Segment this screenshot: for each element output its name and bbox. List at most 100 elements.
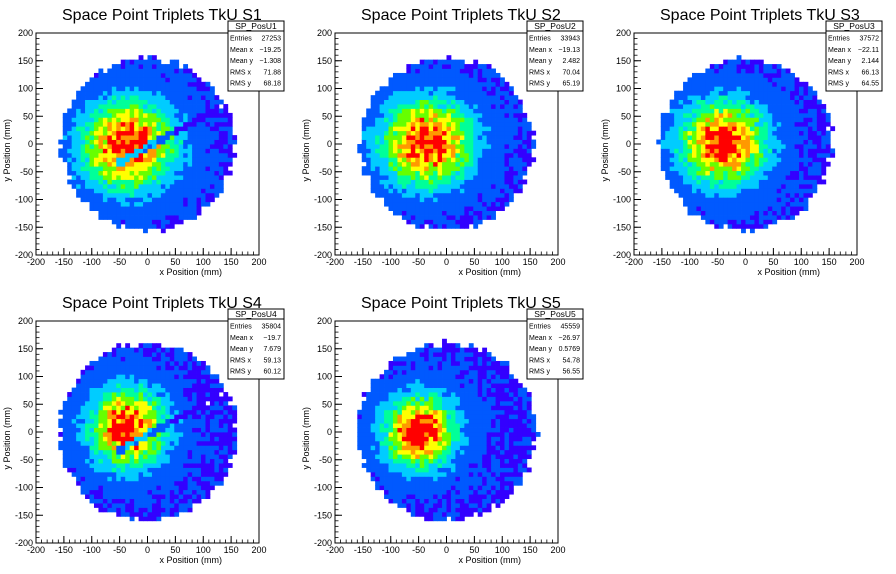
heatmap-cell <box>459 206 465 211</box>
heatmap-cell <box>209 396 215 402</box>
heatmap-cell <box>160 396 166 402</box>
heatmap-cell <box>125 436 131 442</box>
heatmap-cell <box>767 219 773 225</box>
heatmap-cell <box>718 219 724 225</box>
heatmap-cell <box>758 68 764 74</box>
heatmap-cell <box>410 95 416 100</box>
heatmap-cell <box>718 179 724 185</box>
heatmap-cell <box>700 179 706 185</box>
heatmap-cell <box>201 166 206 172</box>
heatmap-cell <box>125 170 131 176</box>
heatmap-cell <box>205 144 211 149</box>
heatmap-cell <box>799 197 804 203</box>
heatmap-cell <box>749 104 755 109</box>
heatmap-cell <box>736 99 742 105</box>
heatmap-cell <box>495 108 501 114</box>
heatmap-cell <box>517 139 523 145</box>
heatmap-cell <box>361 436 367 442</box>
heatmap-cell <box>98 170 104 176</box>
heatmap-cell <box>62 157 68 163</box>
heatmap-cell <box>723 108 729 114</box>
heatmap-cell <box>80 467 86 473</box>
heatmap-cell <box>799 130 804 136</box>
heatmap-cell <box>80 374 86 380</box>
heatmap-cell <box>187 480 193 486</box>
heatmap-cell <box>102 449 108 455</box>
heatmap-cell <box>754 90 760 96</box>
heatmap-cell <box>816 126 822 132</box>
heatmap-cell <box>209 409 215 415</box>
heatmap-cell <box>486 68 492 74</box>
heatmap-cell <box>205 383 211 388</box>
heatmap-cell <box>138 223 144 229</box>
heatmap-cell <box>214 463 220 468</box>
heatmap-cell <box>120 135 126 140</box>
heatmap-cell <box>143 476 148 482</box>
heatmap-cell <box>143 409 148 415</box>
heatmap-cell <box>138 476 144 482</box>
heatmap-cell <box>767 90 773 96</box>
heatmap-cell <box>85 471 90 477</box>
heatmap-cell <box>116 121 122 127</box>
heatmap-cell <box>102 356 108 362</box>
heatmap-cell <box>174 458 180 464</box>
heatmap-cell <box>151 112 157 118</box>
heatmap-cell <box>102 188 108 194</box>
heatmap-cell <box>392 192 398 198</box>
heatmap-cell <box>71 392 77 397</box>
heatmap-cell <box>156 360 162 366</box>
heatmap-cell <box>156 108 162 114</box>
heatmap-cell <box>763 183 769 189</box>
heatmap-cell <box>357 148 363 154</box>
heatmap-cell <box>406 210 412 216</box>
heatmap-cell <box>138 489 144 495</box>
heatmap-cell <box>491 68 496 74</box>
heatmap-cell <box>183 152 189 158</box>
heatmap-cell <box>446 179 452 185</box>
heatmap-cell <box>366 454 372 460</box>
heatmap-cell <box>169 400 175 406</box>
heatmap-cell <box>683 179 688 185</box>
heatmap-cell <box>192 188 197 194</box>
heatmap-cell <box>156 414 162 420</box>
heatmap-cell <box>80 95 86 100</box>
heatmap-cell <box>192 432 197 437</box>
heatmap-cell <box>459 183 465 189</box>
heatmap-cell <box>495 183 501 189</box>
heatmap-cell <box>482 183 488 189</box>
heatmap-cell <box>218 440 224 446</box>
heatmap-cell <box>825 117 831 123</box>
heatmap-cell <box>143 99 148 105</box>
heatmap-cell <box>406 72 412 78</box>
heatmap-cell <box>107 454 113 460</box>
heatmap-cell <box>178 480 184 486</box>
heatmap-cell <box>156 480 162 486</box>
heatmap-cell <box>125 369 131 375</box>
heatmap-cell <box>714 81 720 87</box>
heatmap-cell <box>468 192 474 198</box>
heatmap-cell <box>93 179 99 185</box>
heatmap-cell <box>749 135 755 140</box>
heatmap-cell <box>227 144 233 149</box>
heatmap-cell <box>370 161 376 167</box>
heatmap-cell <box>401 183 407 189</box>
heatmap-cell <box>442 86 447 92</box>
heatmap-cell <box>709 188 715 194</box>
heatmap-cell <box>419 183 425 189</box>
heatmap-cell <box>781 210 787 216</box>
heatmap-cell <box>799 135 804 140</box>
heatmap-cell <box>424 197 430 203</box>
heatmap-cell <box>749 192 755 198</box>
heatmap-cell <box>192 418 197 424</box>
heatmap-cell <box>508 183 514 189</box>
heatmap-cell <box>156 378 162 384</box>
heatmap-cell <box>196 480 202 486</box>
heatmap-cell <box>160 405 166 411</box>
heatmap-cell <box>705 86 711 92</box>
heatmap-cell <box>205 99 211 105</box>
heatmap-cell <box>674 144 679 149</box>
heatmap-cell <box>415 99 421 105</box>
heatmap-cell <box>196 365 202 371</box>
heatmap-cell <box>754 117 760 123</box>
heatmap-cell <box>107 392 113 397</box>
